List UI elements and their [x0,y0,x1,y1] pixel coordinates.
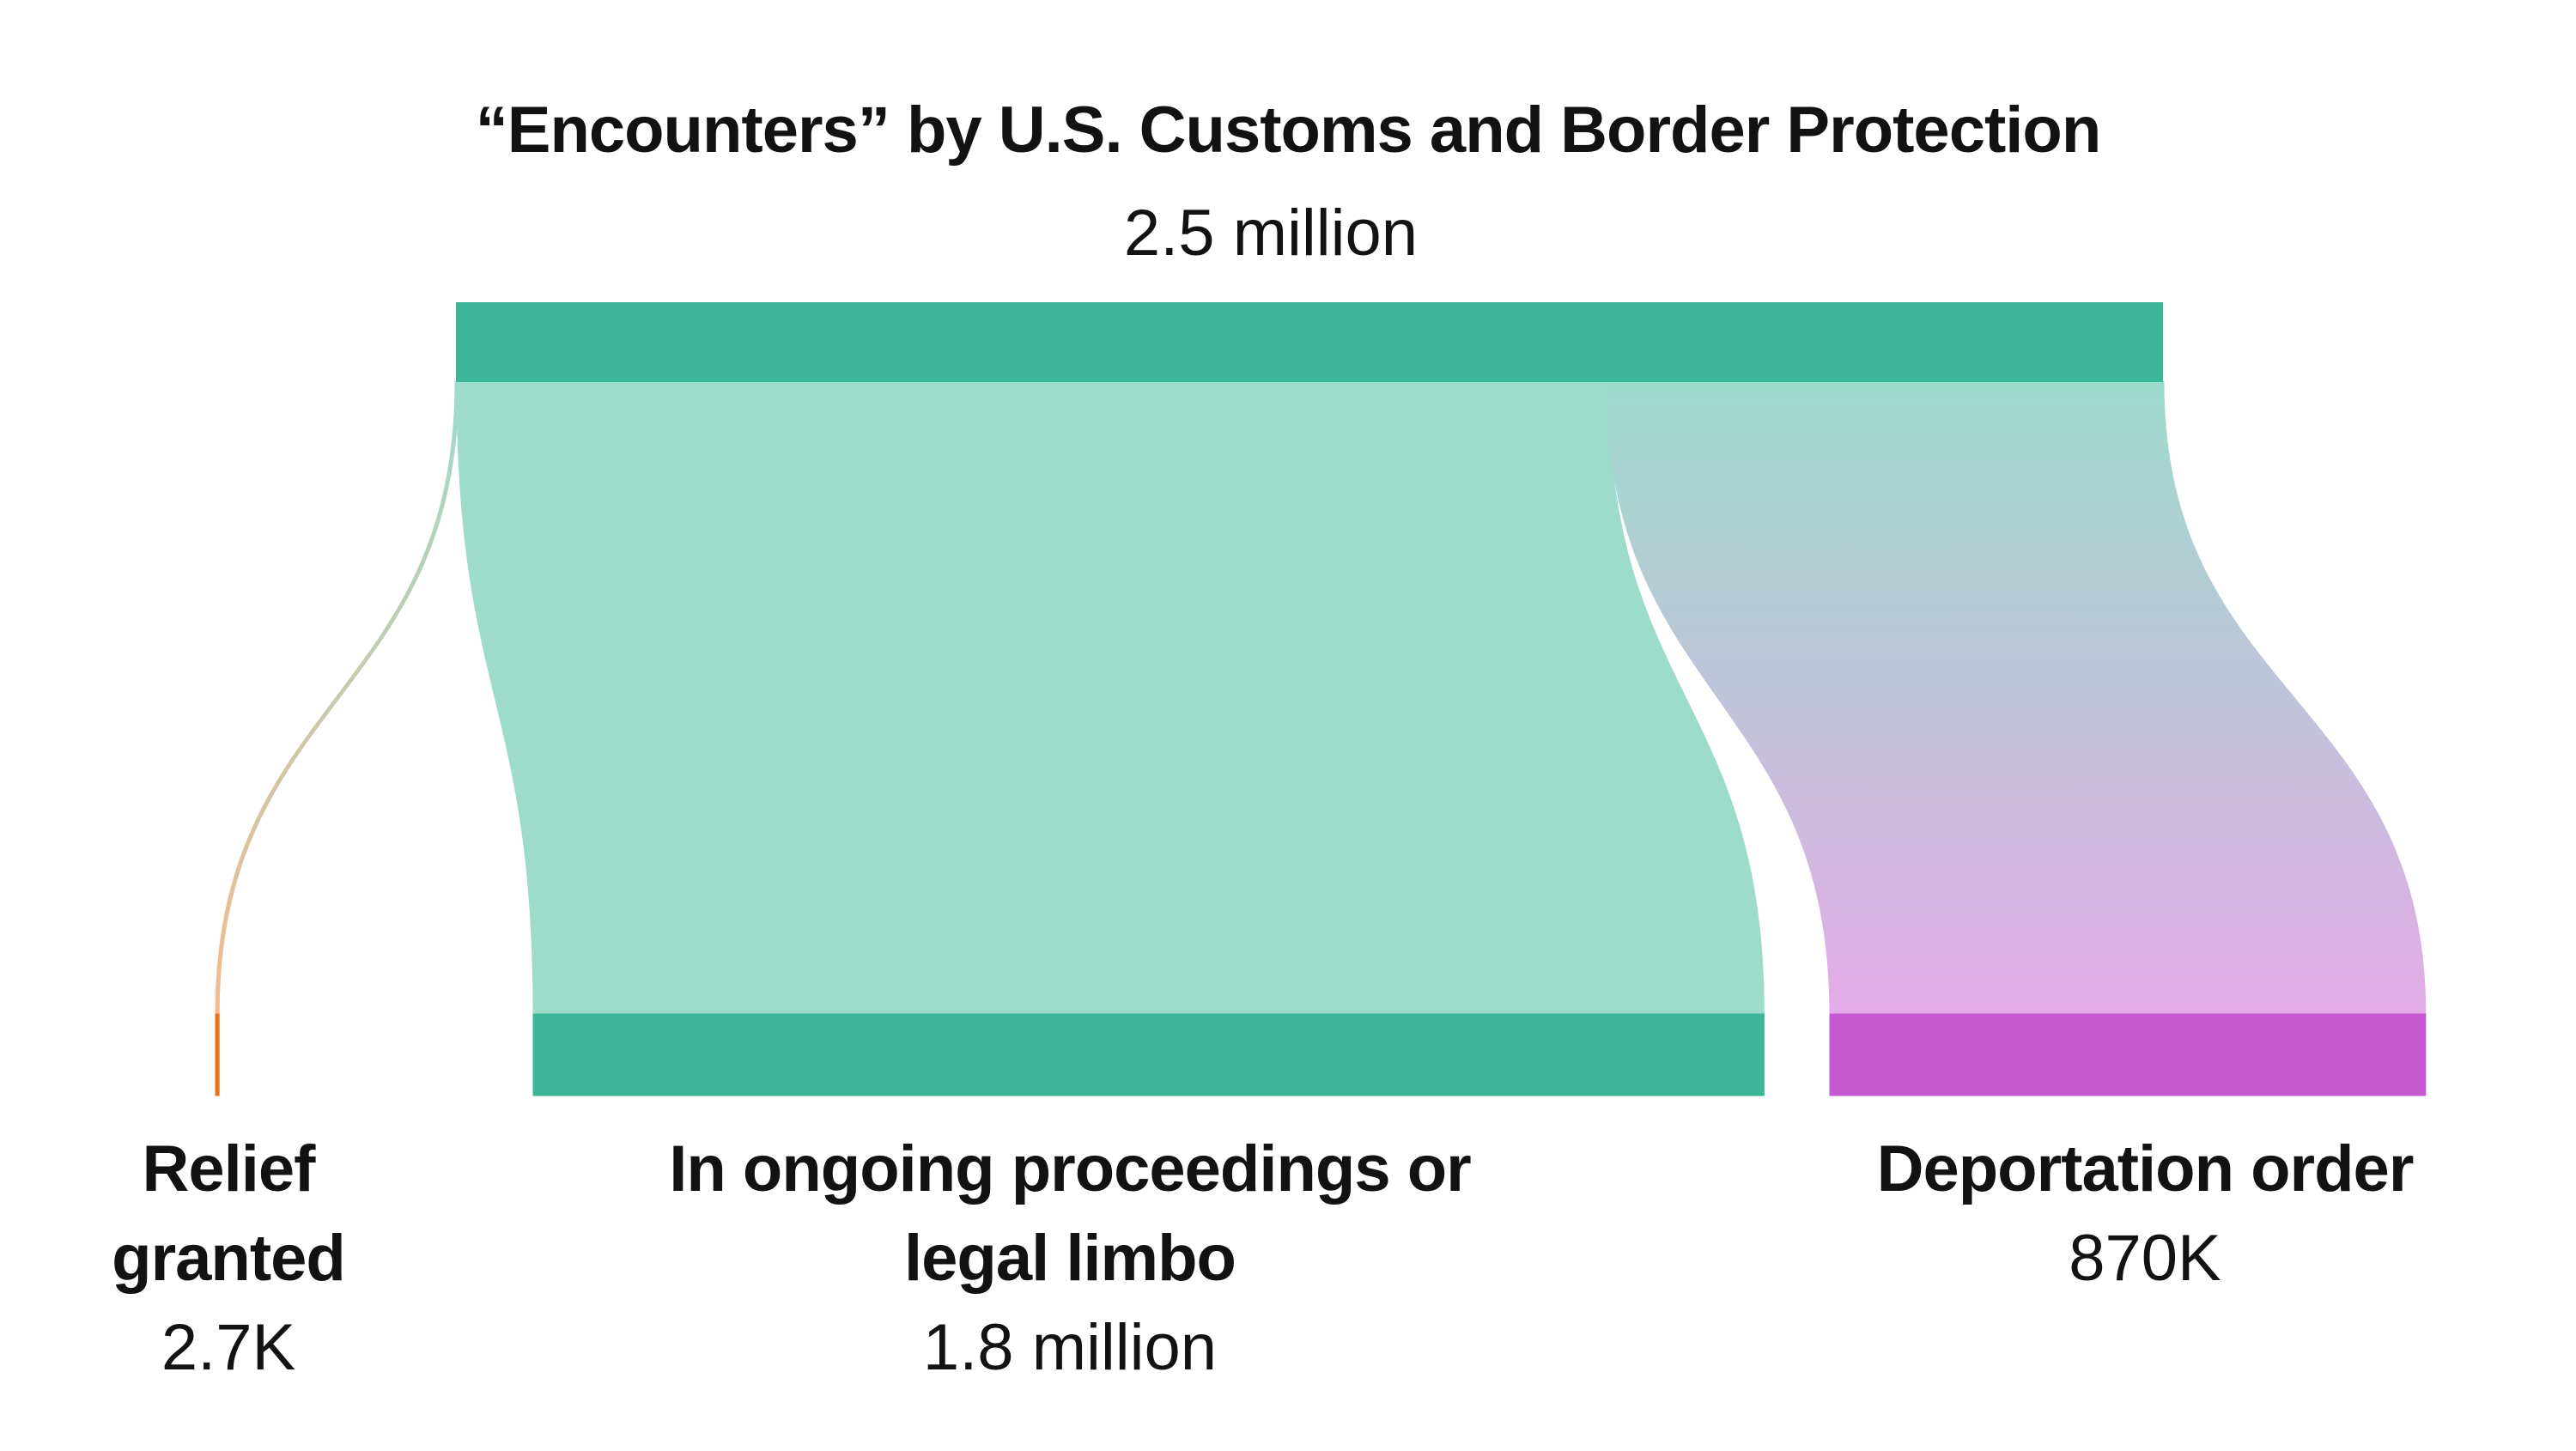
target-name: Relief granted [112,1132,346,1295]
target-name: Deportation order [1876,1132,2415,1205]
target-bar [532,1013,1765,1096]
target-name: In ongoing proceedings or legal limbo [669,1132,1471,1295]
target-value: 1.8 million [922,1311,1218,1384]
flow-ribbon [456,380,1765,1017]
flow-ribbon [215,380,459,1017]
source-bar [456,302,2163,382]
target-bar [1829,1013,2427,1096]
source-value: 2.5 million [1123,197,1419,270]
target-bar [215,1013,220,1096]
target-value: 870K [2069,1222,2221,1295]
target-value: 2.7K [161,1311,296,1384]
source-name: “Encounters” by U.S. Customs and Border … [475,94,2102,167]
